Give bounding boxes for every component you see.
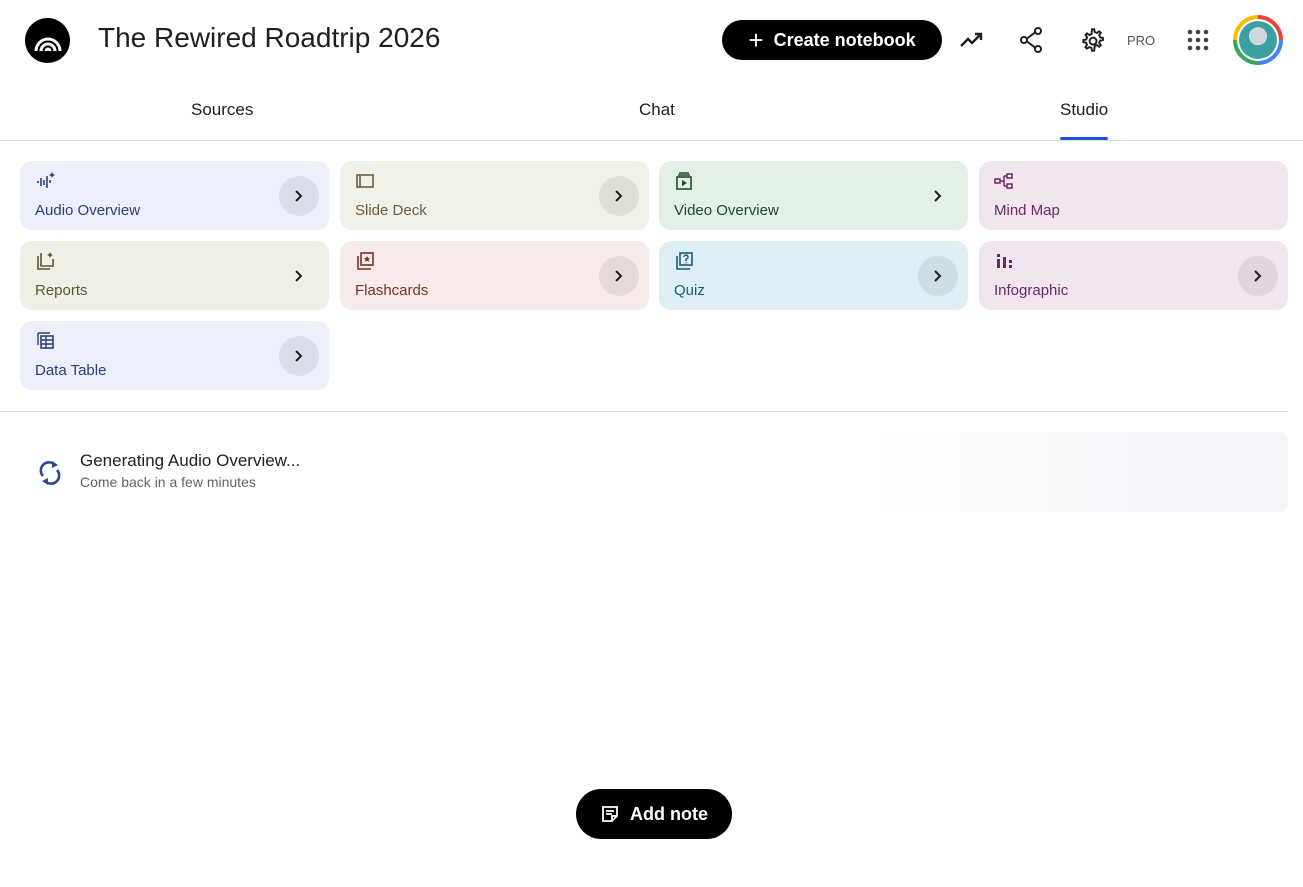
chevron-right-icon[interactable] (599, 176, 639, 216)
logo-icon (34, 37, 61, 51)
tab-sources[interactable]: Sources (191, 100, 254, 119)
infographic-icon (997, 254, 1012, 268)
generating-title: Generating Audio Overview... (80, 451, 301, 470)
settings-gear-icon[interactable] (1078, 26, 1106, 54)
tab-studio[interactable]: Studio (1060, 100, 1109, 140)
tile-infographic[interactable]: Infographic (979, 241, 1288, 310)
pro-badge: PRO (1127, 33, 1156, 48)
tile-label: Video Overview (674, 202, 779, 219)
generating-placeholder (870, 432, 1288, 512)
add-note-button[interactable]: Add note (576, 789, 732, 839)
tile-mind-map[interactable]: Mind Map (979, 161, 1288, 230)
quiz-icon (676, 252, 693, 270)
create-notebook-label: Create notebook (773, 29, 916, 50)
main-tabs: Sources Chat Studio (0, 80, 1303, 141)
divider (0, 411, 1288, 412)
tile-label: Data Table (35, 362, 107, 379)
tile-data-table[interactable]: Data Table (20, 321, 329, 390)
audio-waveform-sparkle-icon (37, 172, 55, 188)
chevron-right-icon[interactable] (279, 256, 319, 296)
chevron-right-icon[interactable] (1238, 256, 1278, 296)
add-note-label: Add note (630, 803, 708, 824)
chevron-right-icon[interactable] (279, 336, 319, 376)
tile-label: Infographic (994, 282, 1069, 299)
chevron-right-icon[interactable] (279, 176, 319, 216)
tile-label: Audio Overview (35, 202, 141, 219)
note-icon (602, 806, 618, 822)
notebook-title[interactable]: The Rewired Roadtrip 2026 (98, 22, 441, 53)
plus-icon: + (748, 25, 764, 55)
tile-label: Quiz (674, 282, 705, 299)
tile-quiz[interactable]: Quiz (659, 241, 968, 310)
chevron-right-icon[interactable] (918, 176, 958, 216)
tile-flashcards[interactable]: Flashcards (340, 241, 649, 310)
video-icon (676, 172, 692, 190)
user-avatar[interactable] (1233, 15, 1283, 65)
flashcards-icon (357, 252, 374, 270)
tile-video-overview[interactable]: Video Overview (659, 161, 968, 230)
tile-label: Reports (35, 282, 88, 299)
tile-label: Flashcards (355, 282, 429, 299)
generating-subtitle: Come back in a few minutes (80, 474, 256, 490)
share-icon[interactable] (1017, 26, 1045, 54)
tile-audio-overview[interactable]: Audio Overview (20, 161, 329, 230)
slides-icon (356, 174, 374, 188)
tile-reports[interactable]: Reports (20, 241, 329, 310)
chevron-right-icon[interactable] (599, 256, 639, 296)
create-notebook-button[interactable]: + Create notebook (722, 20, 942, 60)
mind-map-icon (994, 173, 1013, 189)
tile-label: Mind Map (994, 202, 1060, 219)
tile-slide-deck[interactable]: Slide Deck (340, 161, 649, 230)
notebooklm-logo[interactable] (25, 18, 70, 63)
tile-label: Slide Deck (355, 202, 427, 219)
apps-grid-icon[interactable] (1184, 26, 1212, 54)
tab-chat[interactable]: Chat (639, 100, 675, 119)
analytics-trend-icon[interactable] (958, 26, 986, 54)
chevron-right-icon[interactable] (918, 256, 958, 296)
table-icon (37, 332, 54, 349)
reports-icon (37, 252, 54, 270)
sync-icon (36, 458, 64, 493)
